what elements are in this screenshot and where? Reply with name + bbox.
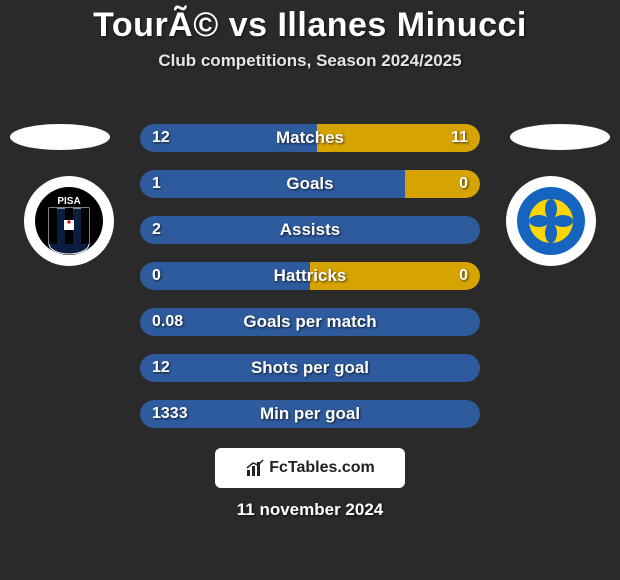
player-photo-left — [10, 124, 110, 150]
stat-label: Min per goal — [140, 400, 480, 428]
stat-row: 12Shots per goal — [140, 354, 480, 382]
chart-icon — [245, 458, 265, 478]
player-photo-right — [510, 124, 610, 150]
stat-row: 10Goals — [140, 170, 480, 198]
stat-label: Matches — [140, 124, 480, 152]
stat-row: 0.08Goals per match — [140, 308, 480, 336]
footer-text: FcTables.com — [269, 459, 375, 477]
club-badge-left: PISA — [24, 176, 114, 266]
comparison-bars: 1211Matches 10Goals 2Assists 00Hattricks 0.0… — [140, 124, 480, 446]
badge-text: PISA — [57, 196, 80, 207]
stat-row: 2Assists — [140, 216, 480, 244]
carrarese-badge-icon — [516, 186, 586, 256]
pisa-badge-icon: PISA — [34, 186, 104, 256]
footer-logo: FcTables.com — [215, 448, 405, 488]
stat-row: 1333Min per goal — [140, 400, 480, 428]
page-title: TourÃ© vs Illanes Minucci — [0, 0, 620, 45]
stat-row: 00Hattricks — [140, 262, 480, 290]
date-text: 11 november 2024 — [0, 500, 620, 520]
page-subtitle: Club competitions, Season 2024/2025 — [0, 51, 620, 71]
stat-label: Goals — [140, 170, 480, 198]
stat-row: 1211Matches — [140, 124, 480, 152]
stat-label: Hattricks — [140, 262, 480, 290]
stat-label: Shots per goal — [140, 354, 480, 382]
stat-label: Goals per match — [140, 308, 480, 336]
club-badge-right — [506, 176, 596, 266]
stat-label: Assists — [140, 216, 480, 244]
